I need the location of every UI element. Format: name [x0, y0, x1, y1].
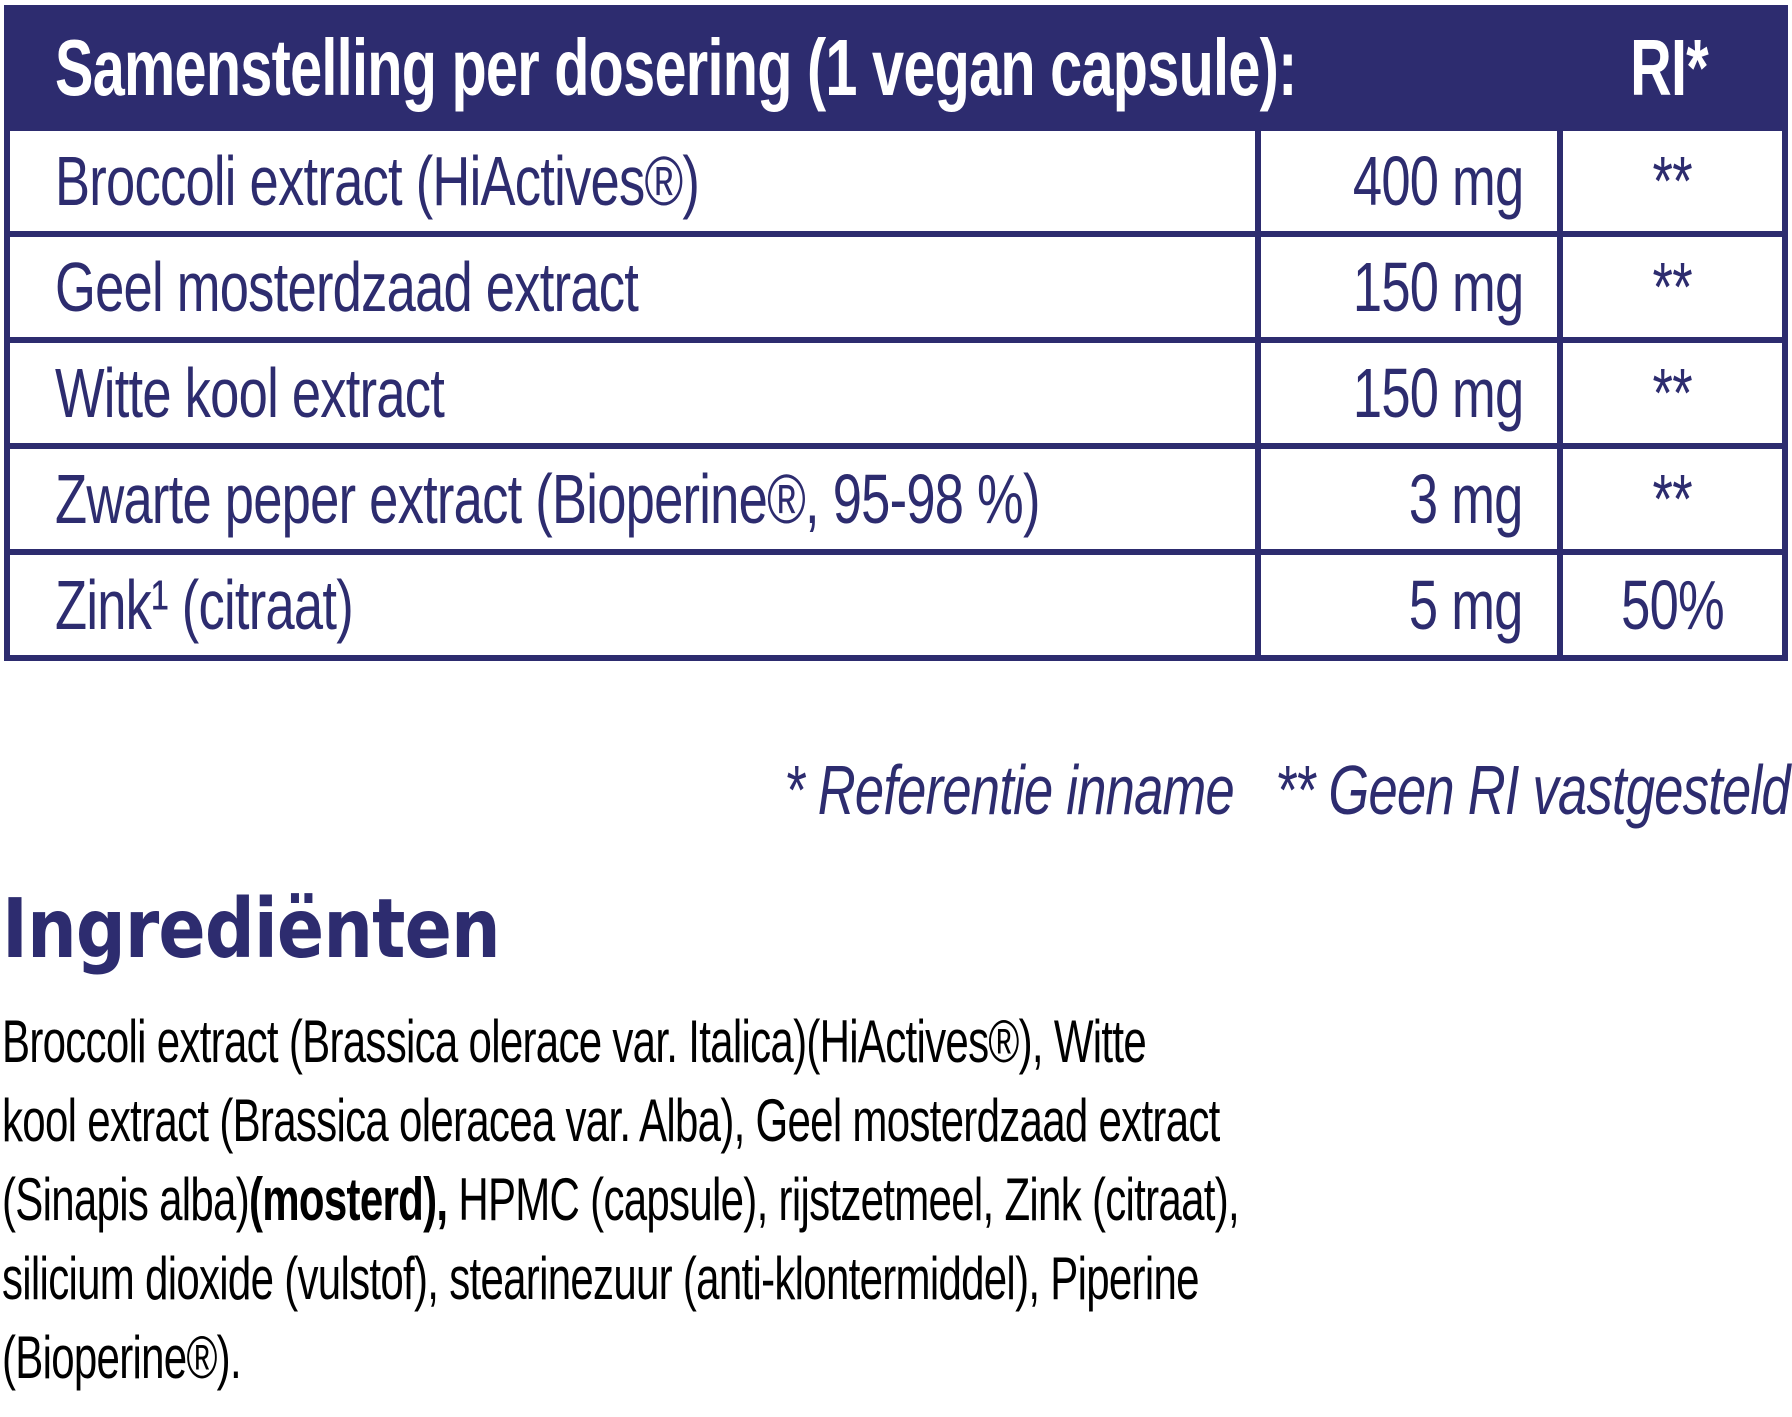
ingredient-amount: 150 mg — [1352, 354, 1523, 432]
ri-header-wrap: RI* — [1557, 11, 1782, 125]
footnote-no-ri: ** Geen RI vastgesteld — [1275, 750, 1790, 829]
ingredients-line: silicium dioxide (vulstof), stearinezuur… — [2, 1245, 1199, 1312]
table-row: Geel mosterdzaad extract 150 mg ** — [10, 231, 1782, 337]
ingredient-name-cell: Broccoli extract (HiActives®) — [10, 131, 1255, 231]
ingredients-line: Broccoli extract (Brassica olerace var. … — [2, 1008, 1147, 1075]
ingredients-line3-pre: (Sinapis alba) — [2, 1166, 250, 1233]
ingredient-ri-cell: 50% — [1557, 555, 1782, 655]
table-row: Broccoli extract (HiActives®) 400 mg ** — [10, 125, 1782, 231]
ingredients-line: kool extract (Brassica oleracea var. Alb… — [2, 1087, 1220, 1154]
ingredient-name: Witte kool extract — [55, 354, 445, 432]
composition-table: Samenstelling per dosering (1 vegan caps… — [4, 5, 1788, 661]
ingredient-name-cell: Geel mosterdzaad extract — [10, 237, 1255, 337]
ingredient-amount-cell: 5 mg — [1255, 555, 1557, 655]
ingredient-name: Zwarte peper extract (Bioperine®, 95-98 … — [55, 460, 1040, 538]
footnote-text: * Referentie inname ** Geen RI vastgestel… — [784, 750, 1790, 830]
ingredient-ri-cell: ** — [1557, 131, 1782, 231]
table-row: Zwarte peper extract (Bioperine®, 95-98 … — [10, 443, 1782, 549]
footnotes: * Referentie inname ** Geen RI vastgestel… — [0, 742, 1790, 837]
footnote-reference-intake: * Referentie inname — [784, 750, 1235, 829]
table-title: Samenstelling per dosering (1 vegan caps… — [55, 23, 1297, 112]
table-title-wrap: Samenstelling per dosering (1 vegan caps… — [55, 11, 1779, 125]
ingredient-ri-cell: ** — [1557, 237, 1782, 337]
ingredients-line: (Bioperine®). — [2, 1324, 242, 1391]
ingredient-amount: 150 mg — [1352, 248, 1523, 326]
ingredient-name-cell: Zink¹ (citraat) — [10, 555, 1255, 655]
ingredients-line: (Sinapis alba)(mosterd), HPMC (capsule),… — [2, 1160, 1792, 1239]
allergen-mosterd: (mosterd), — [249, 1166, 448, 1233]
ingredient-name: Geel mosterdzaad extract — [55, 248, 639, 326]
ingredient-amount-cell: 3 mg — [1255, 449, 1557, 549]
ingredient-ri-cell: ** — [1557, 449, 1782, 549]
ingredient-amount: 400 mg — [1352, 142, 1523, 220]
ingredient-name: Broccoli extract (HiActives®) — [55, 142, 700, 220]
ingredients-heading-text: Ingrediënten — [2, 882, 501, 977]
ingredient-ri-value: 50% — [1621, 566, 1725, 644]
ingredient-ri-value: ** — [1652, 142, 1693, 220]
ingredient-amount-cell: 400 mg — [1255, 131, 1557, 231]
ingredient-ri-value: ** — [1652, 460, 1693, 538]
ingredient-ri-value: ** — [1652, 248, 1693, 326]
ri-column-header: RI* — [1630, 23, 1710, 112]
ingredient-name: Zink¹ (citraat) — [55, 566, 354, 644]
ingredient-ri-value: ** — [1652, 354, 1693, 432]
ingredients-paragraph: Broccoli extract (Brassica olerace var. … — [2, 1002, 1792, 1397]
ingredient-name-cell: Zwarte peper extract (Bioperine®, 95-98 … — [10, 449, 1255, 549]
table-row: Zink¹ (citraat) 5 mg 50% — [10, 549, 1782, 655]
ingredient-amount: 3 mg — [1409, 460, 1523, 538]
ingredient-ri-cell: ** — [1557, 343, 1782, 443]
ingredients-line3-post: HPMC (capsule), rijstzetmeel, Zink (citr… — [447, 1166, 1239, 1233]
ingredients-heading: Ingrediënten — [2, 882, 588, 977]
table-row: Witte kool extract 150 mg ** — [10, 337, 1782, 443]
ingredient-amount-cell: 150 mg — [1255, 237, 1557, 337]
ingredient-amount: 5 mg — [1409, 566, 1523, 644]
table-header: Samenstelling per dosering (1 vegan caps… — [10, 11, 1782, 125]
ingredient-name-cell: Witte kool extract — [10, 343, 1255, 443]
ingredient-amount-cell: 150 mg — [1255, 343, 1557, 443]
